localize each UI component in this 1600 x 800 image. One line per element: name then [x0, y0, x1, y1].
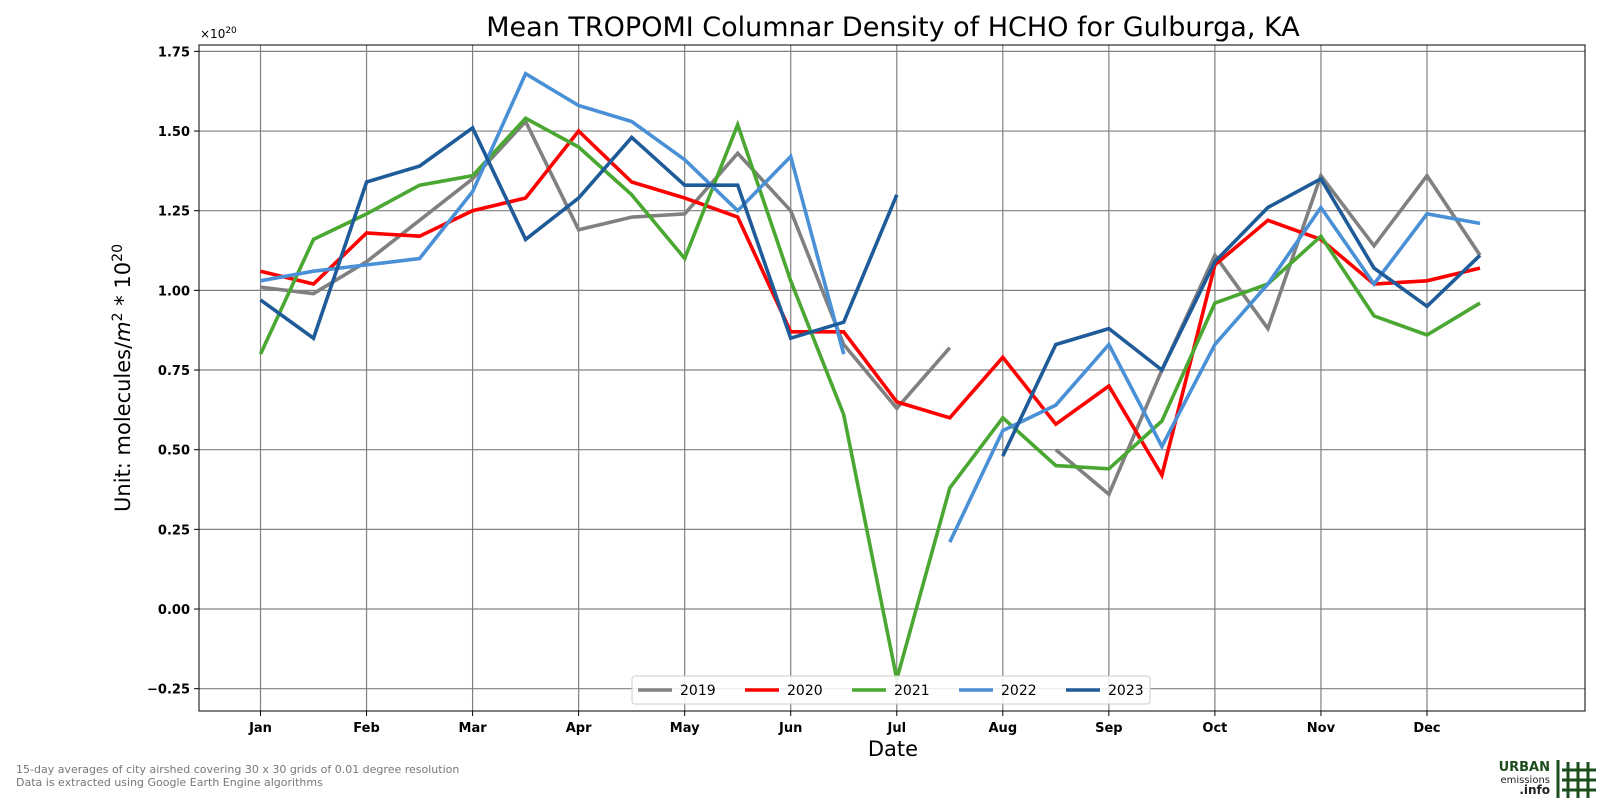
footnote-line-2: Data is extracted using Google Earth Eng… [16, 776, 323, 789]
urban-emissions-logo: URBAN emissions .info [1470, 758, 1596, 798]
y-tick-label: 1.00 [158, 284, 190, 299]
series-2021 [258, 116, 1481, 680]
x-tick-label: Mar [459, 721, 488, 736]
chart-title: Mean TROPOMI Columnar Density of HCHO fo… [486, 12, 1300, 43]
x-tick-label: Nov [1307, 721, 1336, 736]
y-tick-label: 0.25 [158, 523, 190, 538]
legend-label-2020: 2020 [787, 683, 823, 699]
x-tick-label: Jun [778, 721, 802, 736]
legend-label-2022: 2022 [1001, 683, 1037, 699]
y-tick-label: 1.50 [158, 125, 190, 140]
series-2022 [260, 71, 1481, 543]
logo-line-2: emissions [1500, 775, 1550, 786]
x-axis-label: Date [868, 737, 918, 761]
x-tick-label: May [670, 721, 700, 736]
x-tick-label: Apr [566, 721, 592, 736]
legend: 2019 2020 2021 2022 2023 [631, 675, 1151, 705]
series-layer [258, 71, 1482, 680]
series-line-2023 [259, 125, 899, 342]
series-line-2022 [948, 204, 1481, 543]
series-line-2021 [258, 116, 1481, 680]
x-tick-label: Jul [886, 721, 906, 736]
legend-box [631, 675, 1151, 705]
x-tick-label: Feb [353, 721, 379, 736]
logo-line-3: .info [1519, 783, 1550, 797]
series-2020 [260, 128, 1481, 480]
x-axis: Jan Feb Mar Apr May Jun Jul Aug Sep Oct Nov Dec [248, 711, 1441, 736]
series-line-2022 [260, 71, 846, 355]
y-tick-label: 0.50 [158, 444, 190, 459]
x-tick-label: Oct [1202, 721, 1227, 736]
x-tick-label: Sep [1095, 721, 1123, 736]
legend-label-2019: 2019 [680, 683, 716, 699]
y-axis: 1.75 1.50 1.25 1.00 0.75 0.50 0.25 0.00 −0.25 [147, 45, 199, 698]
series-2023 [259, 125, 1482, 457]
grid [199, 45, 1585, 711]
series-line-2023 [1001, 176, 1482, 457]
series-line-2020 [260, 128, 1481, 480]
series-2019 [260, 118, 1482, 498]
y-tick-label: 0.00 [158, 603, 190, 618]
y-tick-label: 0.75 [158, 364, 190, 379]
y-tick-label: 1.75 [158, 45, 190, 60]
footnote-line-1: 15-day averages of city airshed covering… [16, 763, 460, 776]
y-tick-label: 1.25 [158, 205, 190, 220]
x-tick-label: Jan [248, 721, 272, 736]
legend-label-2021: 2021 [894, 683, 930, 699]
plot-frame [198, 44, 1586, 712]
y-tick-label: −0.25 [147, 683, 190, 698]
grid-logo-icon [1556, 760, 1596, 798]
sci-multiplier: ×1020 [200, 26, 237, 41]
x-tick-label: Aug [989, 721, 1018, 736]
logo-line-1: URBAN [1498, 760, 1550, 775]
legend-label-2023: 2023 [1108, 683, 1144, 699]
x-tick-label: Dec [1413, 721, 1440, 736]
y-axis-label: Unit: molecules/m2 * 1020 [110, 244, 135, 512]
